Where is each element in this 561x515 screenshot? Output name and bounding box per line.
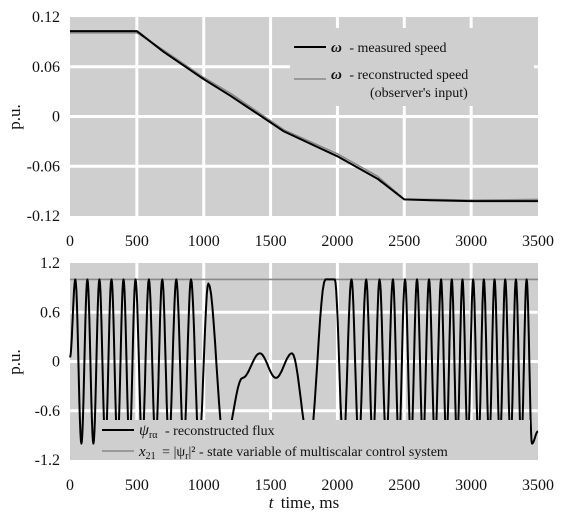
- bottom-x-axis-label: t time, ms: [269, 493, 340, 512]
- bottom-legend-state-eq: = |ψ: [162, 445, 185, 460]
- top-y-tick-label: -0.06: [27, 158, 60, 175]
- top-y-tick-label: 0.06: [32, 59, 60, 76]
- top-x-tick-label: 500: [125, 233, 149, 250]
- bottom-y-tick-label: -0.6: [35, 403, 60, 420]
- top-legend-measured-text: - measured speed: [349, 41, 446, 56]
- bottom-y-axis-label: p.u.: [5, 349, 24, 375]
- bottom-x-tick-label: 1000: [188, 477, 220, 494]
- bottom-x-axis-text: time, ms: [281, 493, 340, 512]
- bottom-chart: 0 500 1000 1500 2000 2500 3000 3500 1.2 0.6 0 -0.6 -…: [5, 255, 554, 512]
- top-x-tick-label: 2500: [388, 233, 420, 250]
- bottom-legend-flux-subscript: rα: [149, 430, 158, 441]
- bottom-series: [69, 278, 539, 445]
- bottom-legend-state-subscript2: r: [185, 451, 189, 462]
- top-legend-reconstructed-label: ω - reconstructed speed: [331, 67, 468, 83]
- top-legend-reconstructed-label-line2: (observer's input): [370, 86, 468, 101]
- bottom-x-tick-label: 1500: [255, 477, 287, 494]
- top-x-tick-label: 1000: [188, 233, 220, 250]
- bottom-x-tick-label: 3000: [455, 477, 487, 494]
- top-x-tick-label: 3500: [522, 233, 554, 250]
- bottom-y-tick-label: 1.2: [40, 255, 60, 272]
- top-series-line-0: [70, 30, 538, 203]
- top-tick-labels: 0 500 1000 1500 2000 2500 3000 3500 0.12 0.06 0 -0.…: [27, 9, 554, 250]
- top-chart: 0 500 1000 1500 2000 2500 3000 3500 0.12 0.06 0 -0.…: [5, 9, 554, 250]
- top-y-axis-label: p.u.: [5, 104, 24, 130]
- top-legend-measured-label: ω - measured speed: [331, 40, 447, 56]
- bottom-x-tick-label: 3500: [522, 477, 554, 494]
- bottom-y-tick-label: -1.2: [35, 452, 60, 469]
- bottom-legend-state-label: x21 = |ψr|² - state variable of multisca…: [138, 444, 448, 463]
- bottom-legend-flux-label: ψrα - reconstructed flux: [139, 422, 275, 442]
- bottom-legend-state-subscript: 21: [146, 451, 156, 462]
- top-legend-box: [290, 28, 534, 106]
- top-x-tick-label: 2000: [321, 233, 353, 250]
- top-y-tick-label: -0.12: [27, 208, 60, 225]
- top-series: [70, 30, 539, 203]
- bottom-y-tick-label: 0: [52, 354, 60, 371]
- bottom-x-tick-label: 500: [125, 477, 149, 494]
- bottom-x-axis-symbol: t: [269, 493, 275, 512]
- top-legend-measured-symbol: ω: [331, 40, 342, 56]
- top-x-tick-label: 1500: [255, 233, 287, 250]
- top-legend-reconstructed-text: - reconstructed speed: [349, 68, 468, 83]
- bottom-legend-flux-text: - reconstructed flux: [165, 424, 275, 439]
- bottom-legend-flux-symbol: ψ: [139, 422, 150, 439]
- bottom-x-tick-label: 2500: [388, 477, 420, 494]
- top-legend-reconstructed-symbol: ω: [331, 67, 342, 83]
- bottom-legend-state-text: |² - state variable of multiscalar contr…: [188, 445, 447, 460]
- bottom-series-line-0: [69, 278, 539, 445]
- bottom-legend-state-symbol: x: [138, 444, 146, 460]
- top-y-tick-label: 0: [52, 109, 60, 126]
- bottom-tick-labels: 0 500 1000 1500 2000 2500 3000 3500 1.2 0.6 0 -0.6 -…: [35, 255, 554, 494]
- bottom-x-tick-label: 0: [66, 477, 74, 494]
- bottom-y-tick-label: 0.6: [40, 304, 60, 321]
- top-y-tick-label: 0.12: [32, 9, 60, 26]
- top-x-tick-label: 0: [66, 233, 74, 250]
- bottom-legend-box: [98, 420, 530, 460]
- top-x-tick-label: 3000: [455, 233, 487, 250]
- bottom-x-tick-label: 2000: [321, 477, 353, 494]
